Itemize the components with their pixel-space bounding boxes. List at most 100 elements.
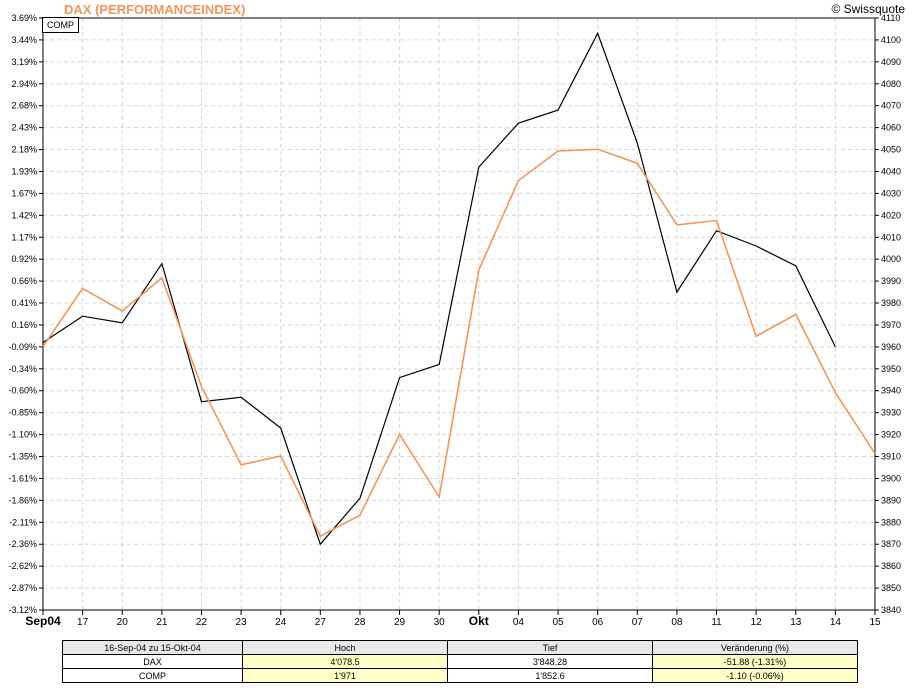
right-axis-tick-label: 3910 [881,452,901,462]
x-tick-label: 28 [354,617,366,628]
right-axis-tick-label: 4070 [881,101,901,111]
summary-table: 16-Sep-04 zu 15-Okt-04 Hoch Tief Verände… [62,640,858,683]
left-axis-tick-label: 1.67% [11,188,37,198]
left-axis-tick-label: -1.10% [8,430,37,440]
right-axis-tick-label: 3850 [881,583,901,593]
summary-row-comp: COMP 1'971 1'852.6 -1.10 (-0.06%) [62,668,858,683]
left-axis-tick-label: 1.93% [11,166,37,176]
plot-area [43,18,875,610]
x-tick-label: 22 [196,617,208,628]
summary-cell: DAX [62,654,243,669]
left-axis-tick-label: 0.41% [11,298,37,308]
right-axis-tick-label: 3970 [881,320,901,330]
summary-cell: -51.88 (-1.31%) [652,654,858,669]
summary-header-high: Hoch [242,640,448,655]
x-tick-label: 20 [117,617,129,628]
left-axis-tick-label: -1.61% [8,473,37,483]
x-tick-label: 30 [434,617,446,628]
right-axis-tick-label: 3860 [881,561,901,571]
x-tick-label: 21 [156,617,168,628]
right-axis-tick-label: 3930 [881,408,901,418]
right-axis-tick-label: 4060 [881,123,901,133]
left-axis-tick-label: 3.19% [11,57,37,67]
left-axis-tick-label: -0.85% [8,408,37,418]
left-axis-tick-label: 1.17% [11,232,37,242]
x-tick-label: Sep04 [25,614,61,628]
left-axis-tick-label: -0.34% [8,364,37,374]
summary-row-dax: DAX 4'078.5 3'848.28 -51.88 (-1.31%) [62,654,858,669]
right-axis-tick-label: 4020 [881,210,901,220]
left-axis-tick-label: 0.16% [11,320,37,330]
left-axis-tick-label: 3.44% [11,35,37,45]
right-axis-tick-label: 4050 [881,145,901,155]
right-axis-tick-label: 4110 [881,13,900,23]
left-axis-tick-label: 2.68% [11,101,37,111]
left-axis-tick-label: -2.36% [8,539,37,549]
left-axis-tick-label: -2.87% [8,583,37,593]
left-axis-tick-label: -0.09% [8,342,37,352]
x-tick-label: 23 [236,617,248,628]
left-axis-tick-label: -0.60% [8,386,37,396]
right-axis-tick-label: 3980 [881,298,901,308]
summary-header-row: 16-Sep-04 zu 15-Okt-04 Hoch Tief Verände… [62,640,858,655]
x-tick-label: 06 [592,617,604,628]
left-axis-tick-label: 3.69% [11,13,37,23]
x-tick-label: 04 [513,617,525,628]
summary-cell: COMP [62,668,243,683]
legend-comp: COMP [42,17,79,33]
x-tick-label: 29 [394,617,406,628]
plot-frame [42,17,876,611]
right-axis-tick-label: 3870 [881,539,901,549]
right-axis-tick-label: 3940 [881,386,901,396]
series-line-dax [42,31,836,546]
right-axis-tick-label: 4030 [881,188,901,198]
left-axis-tick-label: -1.35% [8,452,37,462]
x-tick-label: 11 [711,617,722,628]
x-tick-label: 14 [830,617,842,628]
chart-title: DAX (PERFORMANCEINDEX) [64,2,246,17]
left-axis-tick-label: 0.66% [11,276,37,286]
left-axis-tick-label: 0.92% [11,254,37,264]
x-tick-label: 24 [275,617,287,628]
right-axis-tick-label: 3840 [881,605,901,615]
summary-cell: 1'852.6 [447,668,653,683]
x-tick-label: 17 [77,617,89,628]
right-axis-tick-label: 4000 [881,254,901,264]
x-tick-label: 15 [869,617,881,628]
left-axis-tick-label: -2.62% [8,561,37,571]
source-credit: © Swissquote [831,2,905,16]
summary-header-change: Veränderung (%) [652,640,858,655]
right-axis-tick-label: 3890 [881,495,901,505]
series-line-comp [42,148,876,538]
x-tick-label: 05 [552,617,564,628]
summary-cell: 3'848.28 [447,654,653,669]
right-axis-tick-label: 4090 [881,57,901,67]
summary-cell: -1.10 (-0.06%) [652,668,858,683]
x-tick-label: 07 [632,617,644,628]
line-chart: 3.69% 4110 3.44% 4100 3.19% 4090 2.94% 4080 2.68… [8,13,901,628]
left-axis-tick-label: -3.12% [8,605,37,615]
summary-cell: 4'078.5 [242,654,448,669]
left-axis-tick-label: 2.43% [11,123,37,133]
right-axis-tick-label: 3880 [881,517,901,527]
x-tick-label: Okt [469,614,489,628]
x-tick-label: 08 [671,617,683,628]
right-axis-tick-label: 3900 [881,473,901,483]
right-axis-tick-label: 3990 [881,276,901,286]
right-axis-tick-label: 4080 [881,79,901,89]
right-axis-tick-label: 3950 [881,364,901,374]
left-axis-tick-label: 2.94% [11,79,37,89]
summary-header-low: Tief [447,640,653,655]
left-axis-tick-label: -1.86% [8,495,37,505]
left-axis-tick-label: -2.11% [9,517,37,527]
left-axis-tick-label: 1.42% [11,210,37,220]
right-axis-tick-label: 3960 [881,342,901,352]
summary-cell: 1'971 [242,668,448,683]
x-tick-label: 12 [751,617,763,628]
right-axis-tick-label: 4040 [881,166,901,176]
x-tick-label: 13 [790,617,802,628]
right-axis-tick-label: 3920 [881,430,901,440]
right-axis-tick-label: 4100 [881,35,901,45]
summary-header-period: 16-Sep-04 zu 15-Okt-04 [62,640,243,655]
left-axis-tick-label: 2.18% [11,145,37,155]
